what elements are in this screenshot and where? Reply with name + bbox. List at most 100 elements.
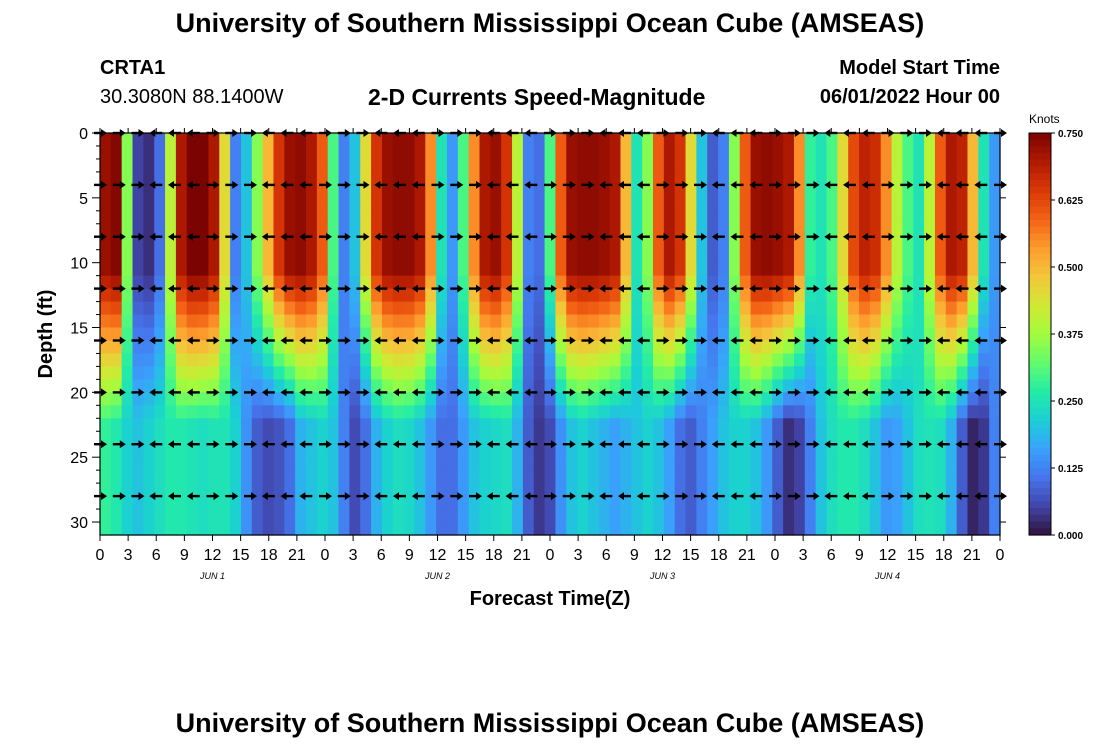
heat-cell	[609, 197, 622, 212]
heat-cell	[349, 145, 361, 160]
heat-cell	[924, 379, 936, 393]
heat-cell	[425, 327, 437, 342]
heat-cell	[240, 184, 253, 199]
heat-cell	[295, 145, 307, 160]
heat-cell	[501, 379, 513, 393]
heat-cell	[230, 483, 242, 497]
heat-cell	[240, 262, 253, 277]
heat-cell	[230, 340, 242, 355]
heat-cell	[110, 327, 123, 342]
heat-cell	[783, 133, 795, 147]
heat-cell	[761, 392, 773, 406]
colorbar-segment	[1029, 287, 1051, 295]
heat-cell	[208, 223, 220, 238]
heat-cell	[848, 470, 860, 484]
current-vector	[131, 232, 145, 241]
heat-cell	[512, 509, 524, 523]
heat-cell	[522, 418, 535, 432]
heat-cell	[924, 457, 936, 471]
heat-cell	[609, 483, 622, 497]
heat-cell	[284, 522, 296, 536]
heat-cell	[273, 470, 285, 484]
heat-cell	[533, 249, 546, 264]
heat-cell	[436, 145, 448, 160]
page-title-bottom: University of Southern Mississippi Ocean…	[175, 708, 925, 738]
heat-cell	[761, 249, 773, 264]
heat-cell	[100, 470, 112, 484]
heat-cell	[577, 418, 589, 432]
heat-cell	[436, 366, 448, 380]
page-title-top: University of Southern Mississippi Ocean…	[175, 8, 925, 38]
heat-cell	[295, 301, 307, 316]
heat-cell	[284, 223, 296, 238]
heat-cell	[110, 158, 123, 173]
heat-cell	[728, 483, 741, 497]
heat-cell	[316, 210, 329, 225]
heat-cell	[707, 262, 719, 277]
current-vector	[936, 440, 950, 449]
heat-cell	[609, 158, 622, 173]
heat-cell	[653, 509, 665, 523]
heat-cell	[609, 223, 622, 238]
heat-cell	[848, 379, 860, 393]
heat-cell	[967, 353, 979, 368]
heat-cell	[587, 262, 600, 277]
current-vector	[618, 232, 631, 241]
heat-cell	[728, 340, 741, 355]
heat-cell	[837, 133, 849, 147]
heat-cell	[924, 133, 936, 147]
heat-cell	[392, 249, 405, 264]
heat-cell	[934, 340, 947, 355]
heat-cell	[978, 418, 990, 432]
heat-cell	[186, 340, 199, 355]
heat-cell	[739, 236, 752, 251]
heat-cell	[880, 197, 893, 212]
heat-cell	[175, 340, 188, 355]
heat-cell	[501, 249, 513, 264]
heat-cell	[902, 327, 914, 342]
heat-cell	[696, 496, 708, 510]
heat-cell	[924, 184, 936, 199]
heat-cell	[555, 353, 567, 368]
heat-cell	[934, 522, 947, 536]
heat-cell	[121, 392, 134, 406]
current-vector	[656, 336, 670, 345]
heat-cell	[306, 379, 318, 393]
heat-cell	[587, 444, 600, 458]
heat-cell	[414, 353, 426, 368]
heat-cell	[197, 483, 210, 497]
heat-cell	[685, 431, 697, 445]
heat-cell	[772, 392, 784, 406]
heat-cell	[392, 366, 405, 380]
heat-cell	[837, 340, 849, 355]
heat-cell	[804, 340, 817, 355]
heat-cell	[186, 262, 199, 277]
heat-cell	[392, 197, 405, 212]
heat-cell	[891, 184, 904, 199]
heat-cell	[490, 262, 502, 277]
heat-cell	[696, 314, 708, 329]
heat-cell	[425, 392, 437, 406]
heat-cell	[674, 405, 687, 419]
heat-cell	[425, 158, 437, 173]
heat-cell	[642, 431, 654, 445]
heat-cell	[642, 366, 654, 380]
heat-cell	[566, 184, 578, 199]
heat-cell	[555, 275, 567, 290]
heat-cell	[967, 262, 979, 277]
heat-cell	[956, 418, 969, 432]
heat-cell	[826, 236, 838, 251]
heat-cell	[728, 470, 741, 484]
heat-cell	[100, 197, 112, 212]
heat-cell	[251, 145, 264, 160]
heat-cell	[804, 327, 817, 342]
heat-cell	[555, 379, 567, 393]
heat-cell	[577, 340, 589, 355]
current-vector	[544, 492, 557, 501]
heat-cell	[165, 509, 177, 523]
heat-cell	[620, 210, 632, 225]
heat-cell	[869, 275, 882, 290]
heat-cell	[891, 223, 904, 238]
heat-cell	[414, 496, 426, 510]
heat-cell	[598, 236, 611, 251]
